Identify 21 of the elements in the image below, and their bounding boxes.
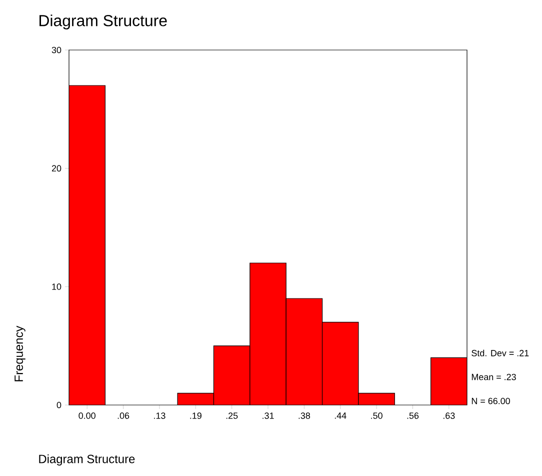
y-tick-label: 0 — [56, 402, 62, 408]
text: N = 66.00 — [472, 398, 510, 404]
y-axis-title: Frequency — [14, 326, 26, 382]
text: Mean = .23 — [472, 374, 516, 380]
x-tick-label: .38 — [298, 412, 310, 419]
y-tick-label: 30 — [52, 46, 62, 54]
chart-title: Diagram Structure — [40, 14, 167, 30]
y-tick-label: 10 — [52, 283, 62, 290]
x-tick-label: .31 — [262, 412, 274, 419]
x-tick-label: .50 — [371, 412, 382, 419]
y-tick-label: 20 — [52, 165, 62, 172]
text: Std. Dev = .21 — [472, 350, 529, 356]
x-tick-label: 0.00 — [78, 412, 96, 419]
x-tick-label: .44 — [334, 412, 346, 419]
x-tick-label: .19 — [190, 412, 202, 419]
x-tick-label: .56 — [407, 412, 419, 419]
x-axis-title: Diagram Structure — [39, 454, 135, 466]
x-tick-label: .06 — [118, 412, 130, 419]
x-tick-label: .63 — [444, 412, 455, 419]
x-tick-label: .13 — [154, 412, 166, 419]
x-tick-label: .25 — [226, 412, 238, 419]
